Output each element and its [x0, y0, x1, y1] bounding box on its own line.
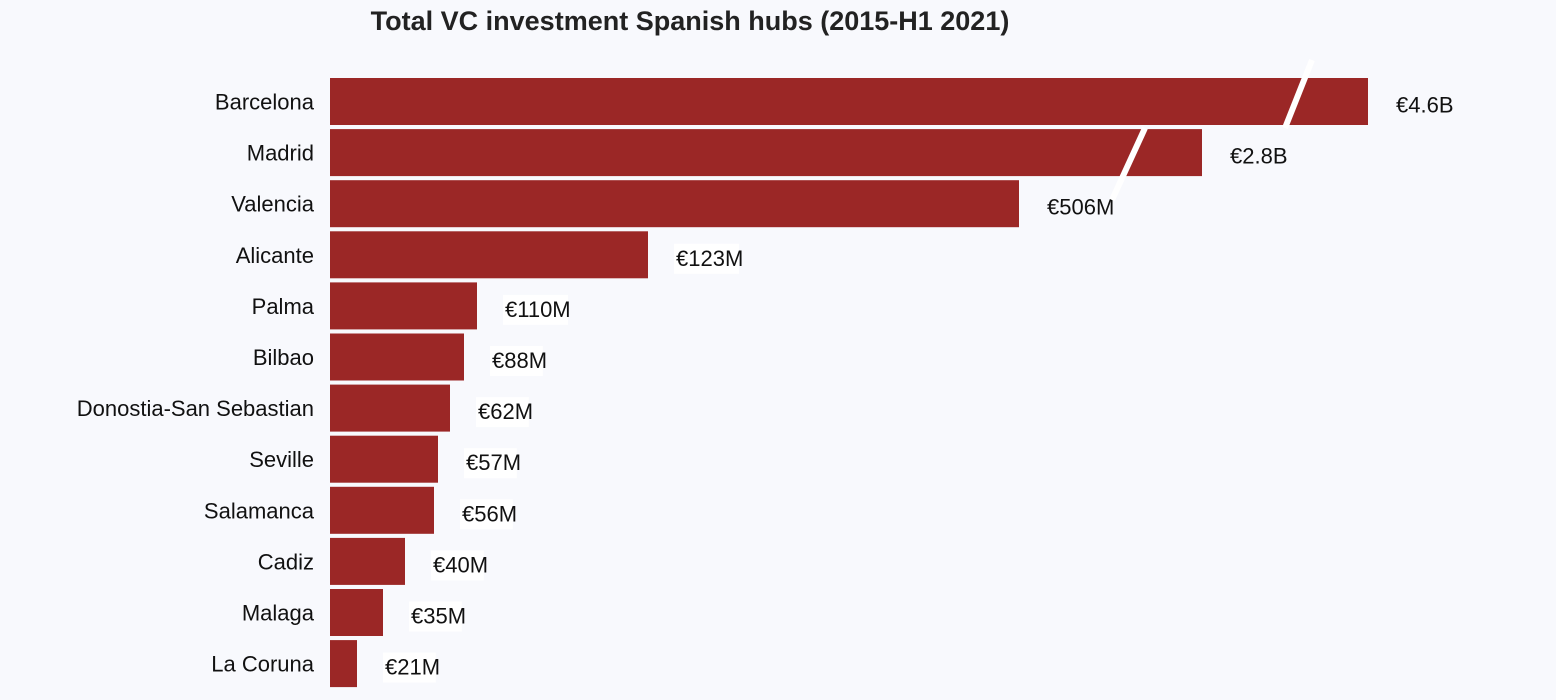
category-label: Valencia: [231, 192, 315, 217]
category-label: Madrid: [247, 141, 314, 166]
value-label-background: [490, 346, 543, 376]
category-label: Salamanca: [204, 498, 315, 523]
category-label: Cadiz: [258, 549, 314, 574]
bar: [330, 180, 1019, 228]
axis-break-mark: [1109, 126, 1148, 202]
category-label: Donostia-San Sebastian: [77, 396, 314, 421]
value-label: €110M: [505, 297, 571, 322]
category-label: Seville: [249, 447, 314, 472]
value-label-background: [460, 499, 513, 530]
bar: [330, 640, 357, 688]
category-label: Malaga: [242, 601, 315, 626]
category-label: Bilbao: [253, 345, 314, 370]
bar: [330, 384, 450, 432]
value-label-background: [476, 397, 529, 428]
bar: [330, 78, 1368, 125]
value-label: €2.8B: [1230, 144, 1288, 169]
value-label: €21M: [385, 655, 440, 680]
value-label-background: [409, 601, 462, 632]
bar: [330, 333, 464, 381]
category-label: Alicante: [236, 243, 314, 268]
category-label: Barcelona: [215, 90, 315, 115]
bar: [330, 129, 1202, 177]
category-label: La Coruna: [211, 652, 315, 677]
value-label-background: [431, 550, 484, 581]
value-label: €57M: [466, 450, 521, 475]
value-label-background: [464, 448, 517, 479]
value-label: €123M: [676, 246, 743, 271]
bar: [330, 435, 438, 483]
value-label: €88M: [492, 348, 547, 373]
category-label: Palma: [252, 294, 315, 319]
value-label-background: [383, 652, 436, 683]
bar: [330, 486, 434, 534]
value-label: €56M: [462, 501, 517, 526]
value-label: €35M: [411, 604, 466, 629]
value-label: €40M: [433, 552, 488, 577]
bar: [330, 537, 405, 585]
bar: [330, 282, 477, 330]
bar: [330, 589, 383, 636]
chart-title: Total VC investment Spanish hubs (2015-H…: [371, 6, 1010, 36]
bar: [330, 231, 648, 279]
value-label-background: [503, 294, 568, 325]
value-label: €4.6B: [1396, 93, 1454, 118]
axis-break-mark: [1282, 58, 1315, 130]
value-label: €506M: [1047, 195, 1114, 220]
value-label-background: [674, 243, 739, 274]
value-label: €62M: [478, 399, 533, 424]
